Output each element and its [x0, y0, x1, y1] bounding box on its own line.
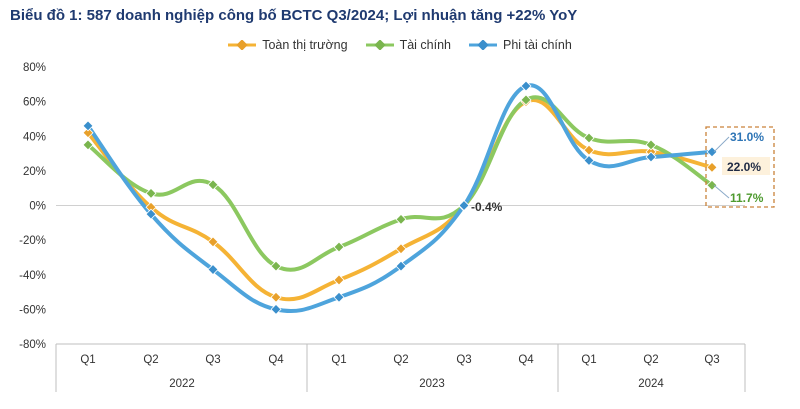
annotation-label-bg [722, 157, 770, 175]
legend-swatch-phi-tai-chinh [468, 40, 497, 50]
annotation-leader [713, 184, 730, 199]
x-group-label: 2022 [169, 378, 195, 390]
data-point [145, 187, 157, 199]
annotation-label: 31.0% [730, 130, 764, 144]
x-tick-label: Q3 [456, 354, 471, 366]
data-point [207, 264, 219, 276]
x-group-label: 2024 [638, 378, 664, 390]
x-tick-label: Q3 [704, 354, 719, 366]
data-point [583, 144, 595, 156]
data-point [207, 236, 219, 248]
y-tick-label: 80% [23, 62, 46, 74]
y-tick-label: -80% [19, 339, 46, 351]
x-tick-label: Q1 [331, 354, 346, 366]
data-point [145, 201, 157, 213]
x-tick-label: Q3 [205, 354, 220, 366]
annotation-label: -0.4% [471, 200, 503, 214]
data-point [333, 291, 345, 303]
legend-swatch-tai-chinh [365, 40, 394, 50]
data-point [270, 260, 282, 272]
data-point [395, 260, 407, 272]
data-point [333, 241, 345, 253]
y-tick-label: -60% [19, 304, 46, 316]
data-point [333, 274, 345, 286]
data-point [583, 154, 595, 167]
data-point [82, 139, 94, 151]
x-tick-label: Q1 [80, 354, 95, 366]
data-point [270, 303, 282, 315]
legend-item-phi-tai-chinh: Phi tài chính [468, 38, 572, 52]
x-tick-label: Q4 [268, 354, 284, 366]
data-point [82, 127, 94, 139]
data-point [520, 94, 532, 106]
legend-label-phi-tai-chinh: Phi tài chính [502, 38, 572, 52]
annotation-label: 11.7% [730, 191, 764, 205]
data-point [706, 146, 718, 158]
chart-title: Biểu đồ 1: 587 doanh nghiệp công bố BCTC… [10, 7, 578, 24]
y-tick-label: 40% [23, 131, 46, 143]
x-group-label: 2023 [419, 378, 445, 390]
data-point [583, 132, 595, 144]
series-line-phi-tai-chinh [86, 83, 714, 314]
data-point [395, 213, 407, 225]
legend-item-tai-chinh: Tài chính [365, 38, 451, 52]
y-tick-label: -40% [19, 270, 46, 282]
data-point [520, 80, 532, 92]
legend-item-toan-thi-truong: Toàn thị trường [228, 38, 348, 52]
data-point [645, 151, 657, 163]
highlight-box [705, 126, 775, 208]
legend-swatch-toan-thi-truong [228, 40, 257, 50]
data-point [395, 243, 407, 255]
y-tick-label: 20% [23, 166, 46, 178]
x-tick-label: Q2 [143, 354, 158, 366]
y-tick-label: -20% [19, 235, 46, 247]
data-point [645, 139, 657, 151]
legend-label-toan-thi-truong: Toàn thị trường [262, 38, 348, 52]
annotation-leader [713, 136, 730, 153]
legend-label-tai-chinh: Tài chính [399, 38, 451, 52]
x-tick-label: Q1 [581, 354, 596, 366]
chart-legend: Toàn thị trường Tài chính Phi tài chính [0, 38, 800, 52]
data-point [706, 161, 718, 173]
data-point [145, 208, 157, 220]
data-point [706, 179, 718, 191]
data-point [82, 120, 94, 132]
x-tick-label: Q4 [518, 354, 534, 366]
annotation-label: 22.0% [727, 160, 761, 174]
x-tick-label: Q2 [393, 354, 408, 366]
x-tick-label: Q2 [643, 354, 658, 366]
data-point [458, 199, 470, 212]
data-point [270, 291, 282, 303]
data-point [207, 179, 219, 191]
y-tick-label: 0% [29, 201, 46, 213]
y-tick-label: 60% [23, 97, 46, 109]
